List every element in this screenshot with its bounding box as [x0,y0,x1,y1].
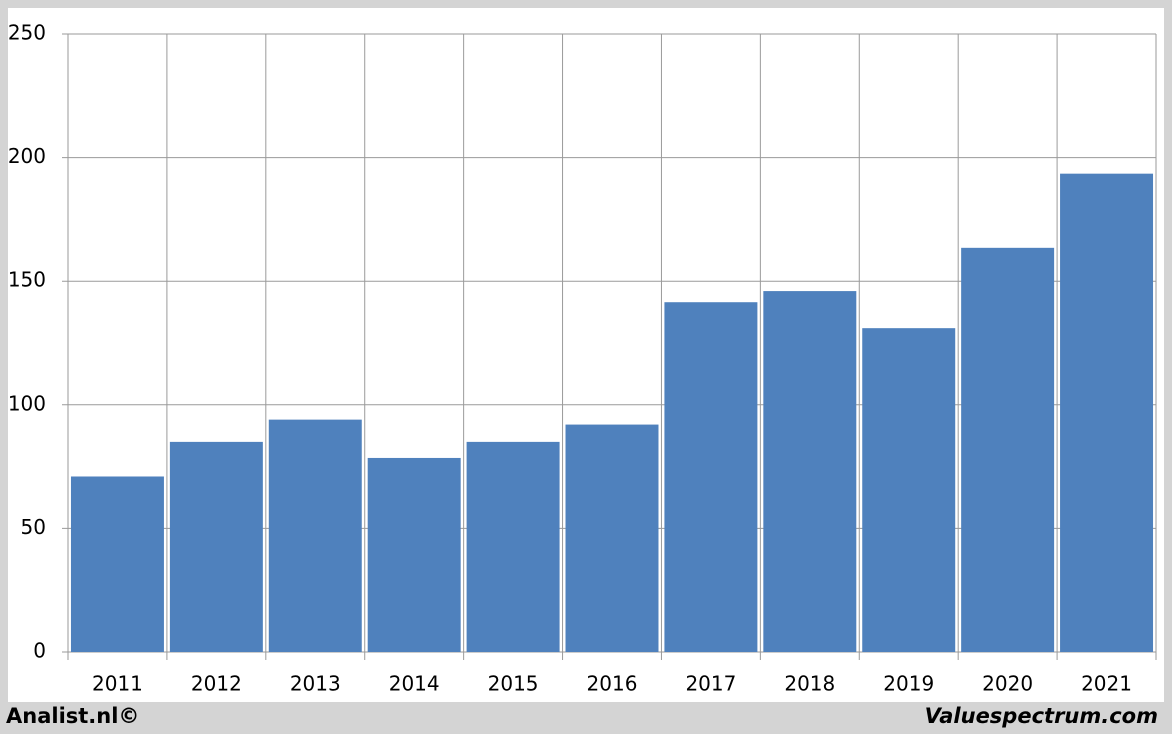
x-tick-label: 2016 [587,672,638,696]
bar [268,419,362,652]
y-tick-label: 150 [8,268,46,292]
credit-left: Analist.nl© [6,704,139,728]
bar [862,328,956,652]
credit-right: Valuespectrum.com [925,704,1158,728]
y-tick-label: 50 [21,515,46,539]
y-tick-label: 100 [8,391,46,415]
bar [466,441,560,652]
y-tick-label: 200 [8,144,46,168]
bar [1060,173,1154,652]
bar [763,291,857,652]
x-tick-label: 2020 [982,672,1033,696]
bar [70,476,164,652]
bar [367,457,461,652]
bar [169,441,263,652]
y-tick-label: 250 [8,21,46,45]
x-tick-label: 2011 [92,672,143,696]
x-tick-label: 2014 [389,672,440,696]
bar [664,302,758,652]
x-tick-label: 2013 [290,672,341,696]
x-tick-label: 2018 [784,672,835,696]
y-tick-label: 0 [33,639,46,663]
x-tick-label: 2021 [1081,672,1132,696]
bar [565,424,659,652]
bar [961,247,1055,652]
x-tick-label: 2012 [191,672,242,696]
x-tick-label: 2015 [488,672,539,696]
x-tick-label: 2019 [883,672,934,696]
x-tick-label: 2017 [685,672,736,696]
